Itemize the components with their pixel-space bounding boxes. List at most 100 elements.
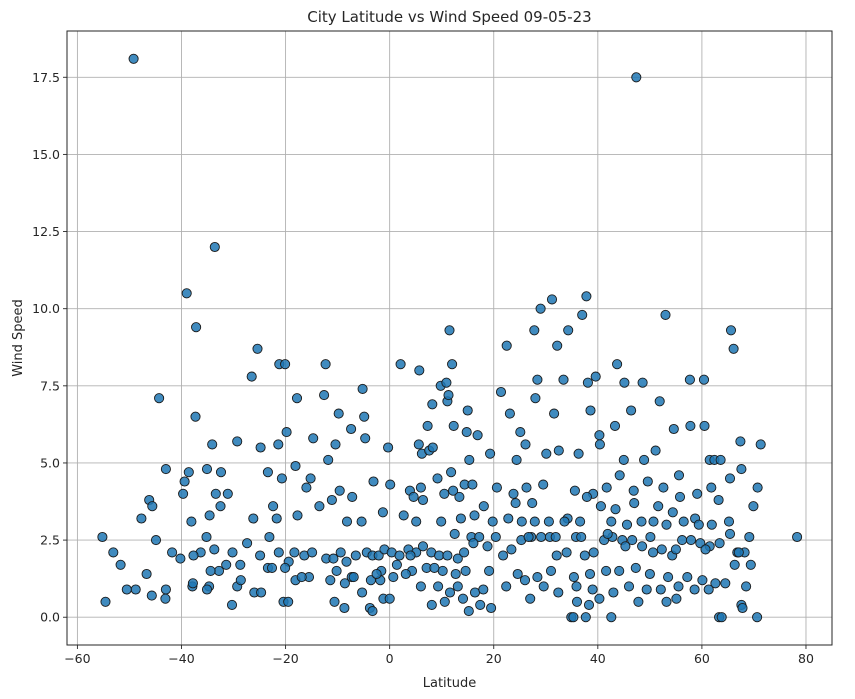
data-point [486, 602, 497, 614]
data-point [186, 516, 197, 527]
data-point [568, 612, 579, 623]
data-point [561, 547, 572, 558]
data-point [475, 599, 486, 610]
data-point [650, 445, 661, 456]
data-point [741, 581, 752, 592]
data-point [385, 479, 396, 490]
grid-lines [67, 31, 832, 645]
data-point [612, 359, 623, 370]
data-point [346, 423, 357, 435]
data-point [281, 427, 292, 438]
x-tick-label: 0 [386, 651, 394, 666]
data-point [685, 535, 697, 546]
data-point [280, 359, 291, 370]
data-point [262, 467, 273, 478]
data-point [558, 374, 569, 385]
data-point [121, 584, 132, 595]
data-point [532, 572, 543, 583]
data-point [167, 547, 178, 558]
data-point [501, 581, 512, 592]
data-point [728, 343, 739, 354]
y-tick-label: 12.5 [32, 224, 60, 239]
data-point [654, 396, 665, 407]
data-point [573, 448, 584, 459]
data-point [246, 371, 257, 382]
data-point [538, 581, 549, 592]
data-point [427, 399, 438, 410]
data-point [454, 491, 465, 502]
data-point [608, 587, 619, 598]
data-point [521, 482, 532, 493]
data-point [692, 488, 703, 499]
data-point [213, 565, 225, 576]
data-point [328, 553, 339, 564]
data-point [748, 501, 759, 512]
data-point [541, 448, 552, 459]
data-point [314, 501, 325, 512]
data-point [209, 241, 220, 253]
data-point [595, 501, 606, 512]
data-point [154, 393, 165, 404]
data-point [307, 547, 318, 558]
data-point [685, 420, 696, 431]
data-point [506, 544, 517, 555]
data-point [655, 584, 666, 595]
data-point [699, 420, 710, 431]
y-axis-label: Wind Speed [11, 299, 26, 377]
data-point [204, 510, 215, 521]
data-point [529, 516, 540, 527]
data-point [609, 420, 621, 431]
data-point [552, 340, 563, 351]
data-point [568, 572, 579, 583]
data-point [130, 584, 141, 595]
data-point [724, 473, 736, 484]
data-point [569, 485, 580, 496]
data-point [484, 565, 495, 576]
data-point [437, 565, 448, 576]
data-point [468, 538, 479, 549]
data-point [463, 606, 474, 617]
data-point [461, 427, 472, 438]
data-point [618, 454, 629, 465]
data-point [360, 433, 371, 444]
data-point [388, 572, 399, 583]
data-point [433, 581, 444, 592]
data-point [414, 365, 425, 376]
data-point [405, 550, 416, 561]
data-point [752, 482, 763, 493]
y-tick-label: 2.5 [40, 533, 60, 548]
y-tick-label: 7.5 [40, 378, 60, 393]
data-point [610, 504, 621, 515]
data-point [503, 513, 514, 524]
data-point [553, 445, 564, 456]
data-point [715, 454, 726, 465]
data-point [621, 519, 633, 530]
data-point [429, 562, 440, 573]
data-point [426, 599, 437, 610]
data-point [700, 544, 711, 555]
data-point [523, 531, 534, 543]
data-point [255, 442, 266, 453]
data-point [325, 575, 336, 586]
data-point [745, 559, 756, 570]
data-point [515, 427, 526, 438]
data-point [697, 575, 708, 586]
data-point [441, 377, 452, 388]
data-point [448, 420, 459, 431]
data-point [729, 559, 740, 570]
data-point [671, 593, 682, 604]
data-point [485, 448, 496, 459]
data-point [449, 528, 460, 539]
data-point [459, 547, 470, 558]
data-point [487, 516, 498, 527]
data-point [575, 516, 586, 527]
data-point [648, 516, 659, 527]
data-point [626, 405, 637, 416]
data-point [201, 531, 212, 543]
data-point [462, 405, 473, 416]
data-point [413, 439, 424, 450]
data-point [516, 516, 527, 527]
data-point [323, 454, 334, 465]
data-point [207, 439, 218, 450]
data-point [602, 528, 613, 539]
